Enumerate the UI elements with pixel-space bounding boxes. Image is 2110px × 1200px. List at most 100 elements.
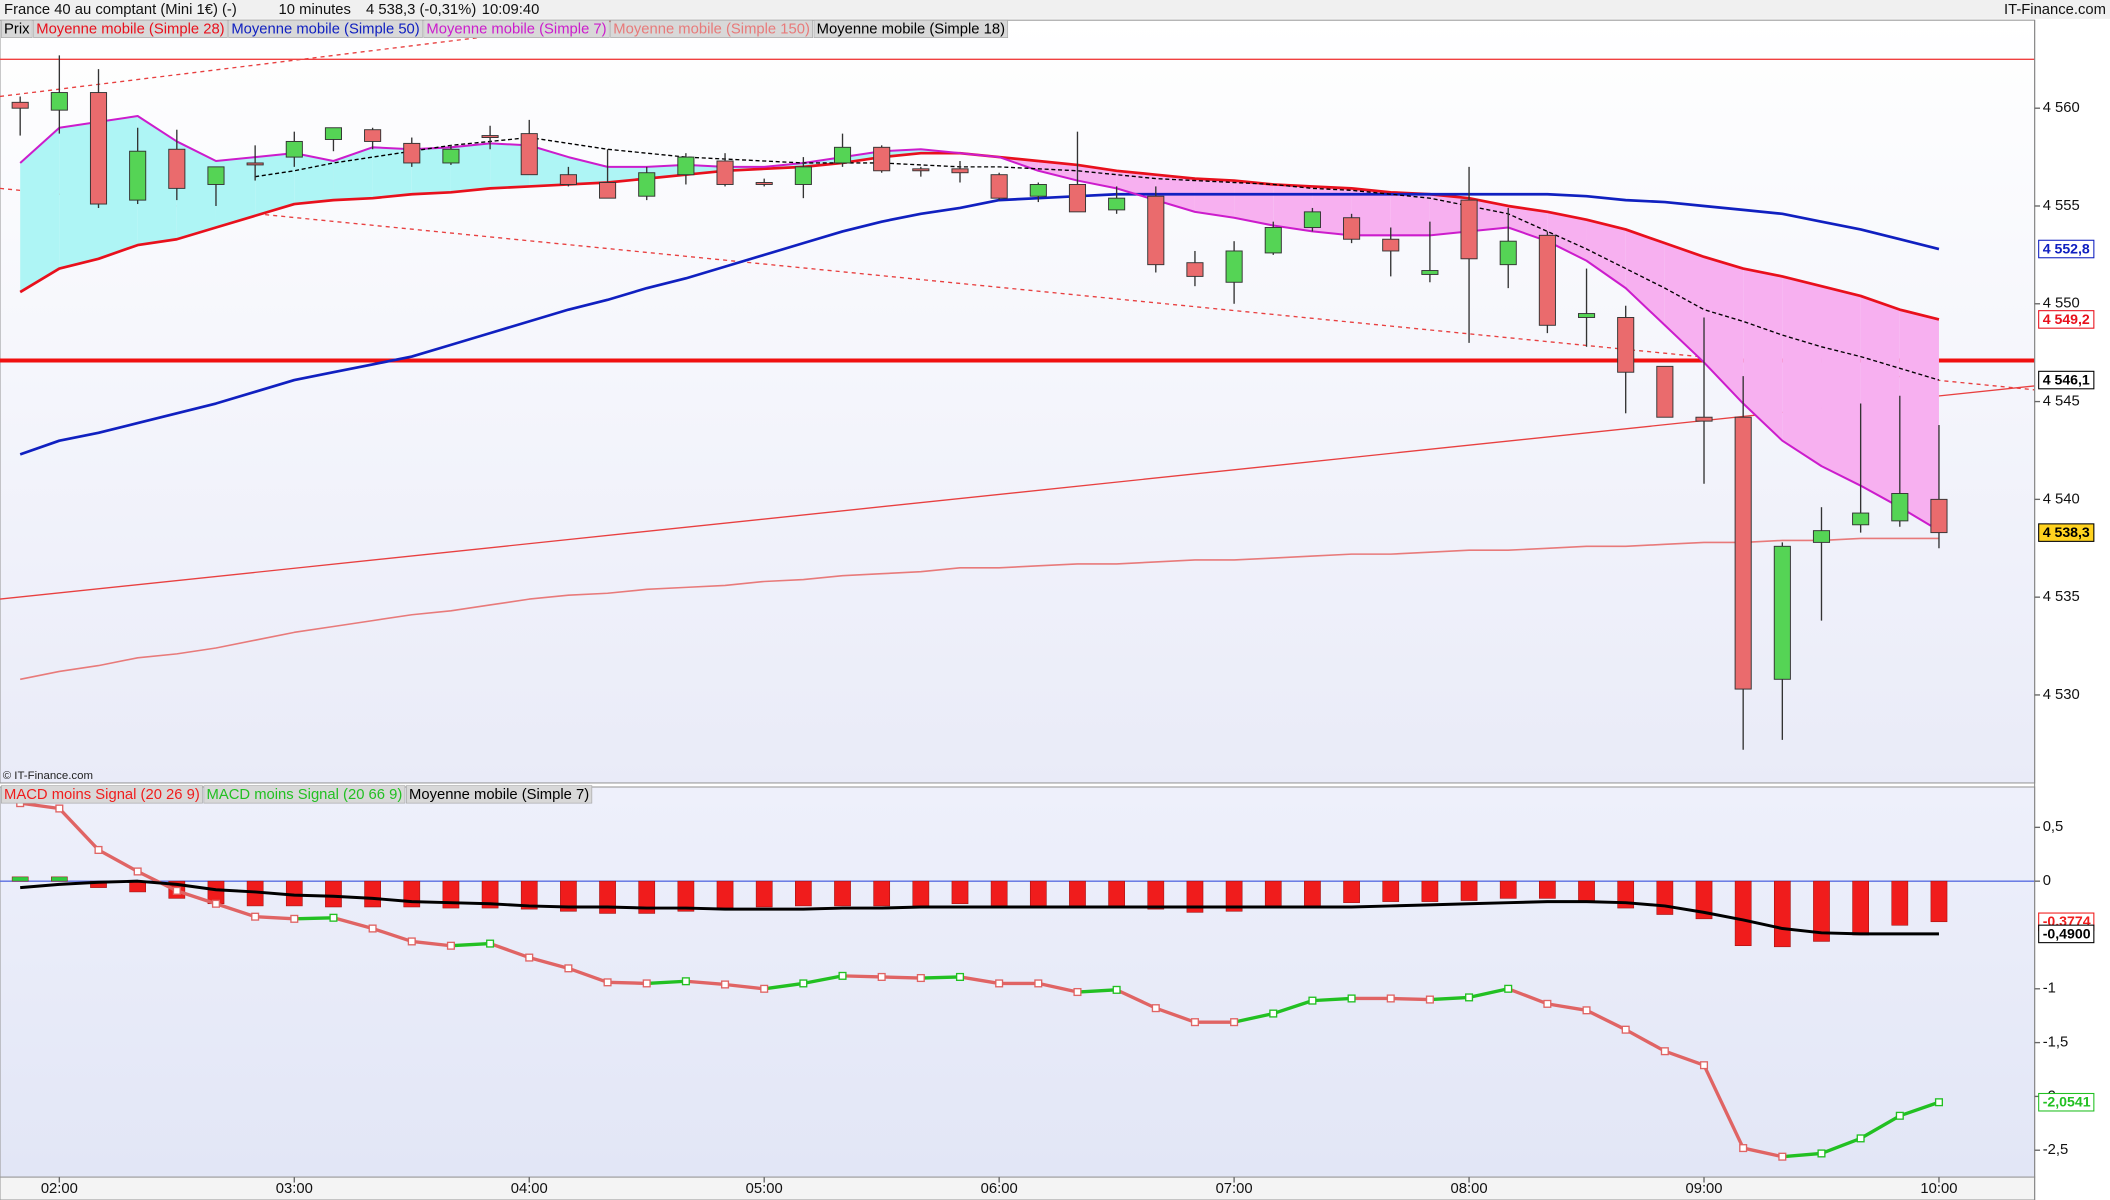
candle-body xyxy=(1656,365,1674,418)
legend-entry: Moyenne mobile (Simple 7) xyxy=(409,787,589,803)
ma-cloud xyxy=(1586,219,1626,289)
macd-marker xyxy=(1817,1149,1826,1158)
macd-marker xyxy=(681,977,690,986)
copyright: © IT-Finance.com xyxy=(3,770,93,782)
x-tick-label: 07:00 xyxy=(1216,1181,1253,1197)
legend-box xyxy=(203,785,406,804)
macd-marker xyxy=(1856,1134,1865,1143)
macd-marker xyxy=(1034,979,1043,988)
ma-cloud xyxy=(333,147,373,201)
value-tag xyxy=(2038,239,2095,259)
histogram-bar xyxy=(1891,880,1909,926)
macd-marker xyxy=(1582,1006,1591,1015)
macd-marker xyxy=(1112,985,1121,994)
macd-segment xyxy=(1312,996,1352,1003)
macd-segment xyxy=(607,980,647,986)
macd-segment xyxy=(19,801,60,811)
macd-marker xyxy=(446,941,455,950)
macd-marker xyxy=(133,867,142,876)
legend-box xyxy=(423,19,610,39)
macd-marker xyxy=(799,979,808,988)
price-panel xyxy=(0,19,2036,784)
histogram-bar xyxy=(1852,880,1869,936)
macd-segment xyxy=(1390,996,1430,1002)
value-tag xyxy=(2038,370,2095,390)
candle-body xyxy=(1029,183,1047,197)
legend-box xyxy=(610,19,813,39)
legend-box xyxy=(33,19,228,39)
ma-cloud xyxy=(1625,229,1665,326)
macd-segment xyxy=(1115,988,1157,1010)
legend-entry: Moyenne mobile (Simple 18) xyxy=(817,22,1005,38)
macd-marker xyxy=(1504,984,1513,993)
candle-body xyxy=(1264,227,1282,254)
x-tick-label: 02:00 xyxy=(41,1181,78,1197)
y-tick-label: 4 555 xyxy=(2043,198,2080,214)
candle-body xyxy=(833,146,852,164)
histogram-bar xyxy=(51,876,68,882)
macd-marker xyxy=(1934,1098,1944,1107)
candle-body xyxy=(599,182,617,199)
histogram-bar xyxy=(1773,880,1791,948)
histogram-bar xyxy=(1656,880,1674,915)
histogram-bar xyxy=(1147,880,1165,910)
macd-segment xyxy=(1077,988,1117,994)
macd-segment xyxy=(959,975,1000,986)
macd-marker xyxy=(1465,993,1474,1002)
macd-segment xyxy=(1429,995,1470,1002)
macd-segment xyxy=(803,974,843,986)
macd-marker xyxy=(995,979,1004,988)
candle-body xyxy=(1382,238,1400,252)
macd-marker xyxy=(94,845,103,854)
macd-marker xyxy=(1308,996,1317,1005)
ma-cloud xyxy=(411,147,451,195)
legend-entry: Moyenne mobile (Simple 50) xyxy=(231,22,419,38)
histogram-bar xyxy=(1069,880,1086,908)
candle-body xyxy=(951,168,969,174)
ma-cloud xyxy=(490,143,530,189)
x-tick-label: 08:00 xyxy=(1451,1181,1488,1197)
macd-segment xyxy=(255,915,295,921)
macd-segment xyxy=(1899,1100,1940,1118)
histogram-bar xyxy=(990,880,1008,907)
histogram-bar xyxy=(795,880,812,907)
histogram-bar xyxy=(1382,880,1400,902)
candle-body xyxy=(1577,313,1596,318)
ma-cloud xyxy=(1273,184,1313,232)
candle-body xyxy=(990,174,1008,199)
header-quote: 4 538,3 (-0,31%) xyxy=(366,2,476,18)
moving-average xyxy=(20,537,1939,681)
macd-segment xyxy=(97,848,139,873)
macd-segment xyxy=(1820,1136,1862,1156)
ma-cloud xyxy=(1508,205,1548,242)
macd-segment xyxy=(1272,999,1313,1016)
y-tick-label: 0,5 xyxy=(2043,819,2064,835)
ma-cloud xyxy=(1077,164,1117,189)
ma-cloud xyxy=(1390,192,1430,236)
macd-marker xyxy=(1778,1152,1787,1161)
histogram-bar xyxy=(599,880,616,914)
macd-segment xyxy=(646,979,686,986)
macd-segment xyxy=(1507,987,1548,1006)
candle-body xyxy=(1421,270,1439,275)
x-tick-label: 10:00 xyxy=(1920,1181,1957,1197)
header-bar xyxy=(0,0,2110,19)
y-tick-label: 4 530 xyxy=(2043,687,2080,703)
header-time: 10:09:40 xyxy=(482,2,540,18)
histogram-bar xyxy=(1225,880,1243,912)
candle-body xyxy=(442,148,460,164)
candle-body xyxy=(794,166,812,185)
legend-entry: MACD moins Signal (20 26 9) xyxy=(4,787,200,803)
ma-cloud xyxy=(568,157,608,185)
x-tick-label: 04:00 xyxy=(511,1181,548,1197)
value-tag xyxy=(2038,310,2095,329)
histogram-bar xyxy=(1813,880,1830,942)
histogram-bar xyxy=(1108,880,1125,908)
ma-cloud xyxy=(59,121,99,269)
macd-segment xyxy=(1155,1006,1196,1024)
value-tag-label: 4 538,3 xyxy=(2043,524,2090,540)
overlay: 4 549,24 552,84 546,14 538,3-0,3774-2,05… xyxy=(1,19,2095,1112)
ma-cloud xyxy=(1038,161,1078,181)
macd-marker xyxy=(877,972,886,981)
signal-line xyxy=(20,879,1939,936)
